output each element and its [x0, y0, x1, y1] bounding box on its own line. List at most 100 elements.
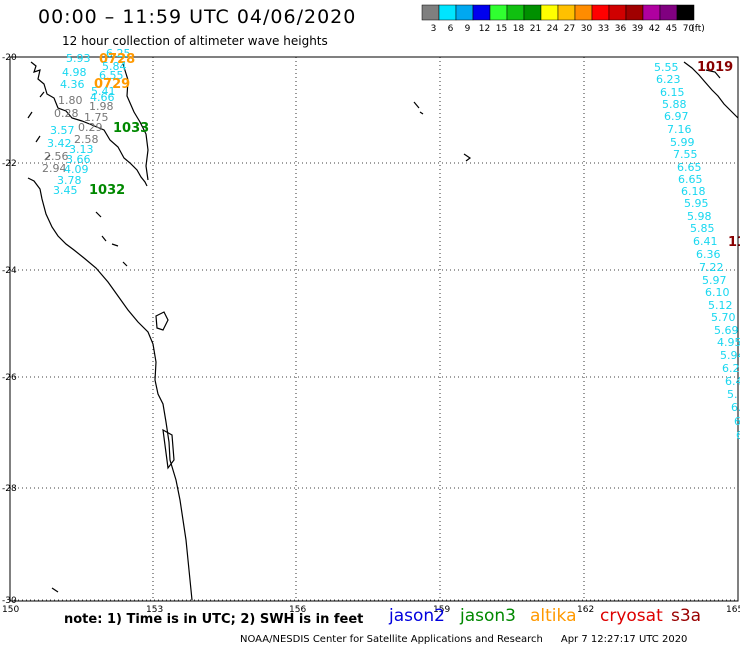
wave-height-reading: 5.70	[711, 311, 736, 324]
wave-height-reading: 4.95	[717, 336, 740, 349]
wave-height-reading: 5.85	[690, 222, 715, 235]
legend-label: 42	[649, 24, 660, 34]
wave-height-reading: 6.55	[99, 69, 124, 82]
latitude-label: -30	[2, 596, 17, 606]
legend-label: 36	[615, 24, 627, 34]
legend-swatch	[540, 4, 559, 21]
latitude-label: -24	[2, 266, 17, 276]
legend-label: 12	[479, 24, 490, 34]
legend-label: 21	[530, 24, 541, 34]
wave-height-reading: 6.36	[696, 248, 721, 261]
wave-height-reading: 1033	[113, 121, 149, 136]
longitude-label: 162	[577, 605, 594, 615]
coastline	[27, 61, 739, 601]
wave-height-reading: 4.36	[60, 78, 85, 91]
credit-org: NOAA/NESDIS Center for Satellite Applica…	[240, 634, 543, 645]
legend-swatch	[489, 4, 508, 21]
wave-height-reading: 1.75	[84, 111, 109, 124]
mission-s3a: s3a	[671, 606, 702, 626]
wave-height-reading: 5.93	[66, 52, 91, 65]
latitude-label: -22	[2, 159, 17, 169]
wave-height-reading: 3.42	[47, 137, 72, 150]
legend-swatch	[523, 4, 542, 21]
legend-swatch	[625, 4, 644, 21]
legend-label: 9	[465, 24, 471, 34]
wave-height-reading: 3.66	[66, 153, 91, 166]
latitude-label: -26	[2, 373, 17, 383]
wave-height-reading: 2.58	[74, 133, 99, 146]
wave-height-reading: 1.98	[89, 100, 114, 113]
wave-height-reading: 11	[728, 235, 740, 250]
wave-height-reading: 7.16	[667, 123, 692, 136]
wave-height-reading: 7.22	[699, 261, 724, 274]
wave-height-reading: 0.29	[78, 121, 103, 134]
wave-height-reading: 0.28	[54, 107, 79, 120]
wave-height-reading: 3.57	[50, 124, 75, 137]
wave-height-reading: 6.10	[705, 286, 730, 299]
legend-label: 6	[448, 24, 454, 34]
wave-height-reading: 6	[734, 415, 740, 428]
legend-swatch	[574, 4, 593, 21]
credit-line: NOAA/NESDIS Center for Satellite Applica…	[240, 634, 687, 645]
lat-lon-grid	[9, 56, 739, 601]
units-note: note: 1) Time is in UTC; 2) SWH is in fe…	[64, 612, 364, 627]
wave-height-reading: 6.97	[664, 110, 689, 123]
wave-height-color-legend: 3 6 9 12 15 18 21 24 27 30 33 36 39 42 45 70(ft)	[421, 4, 705, 34]
wave-height-reading: 1019	[697, 60, 733, 75]
wave-height-reading: 4.98	[62, 66, 87, 79]
longitude-label: 165	[726, 605, 740, 615]
map-frame	[9, 56, 739, 602]
wave-height-reading: 5.	[727, 388, 738, 401]
longitude-label: 156	[289, 605, 306, 615]
wave-height-reading: 5.95	[684, 197, 709, 210]
wave-height-reading: 5.94	[720, 349, 740, 362]
legend-swatch	[591, 4, 610, 21]
wave-height-reading: 5.69	[714, 324, 739, 337]
legend-label: 39	[632, 24, 644, 34]
wave-height-reading: 2.56	[44, 150, 69, 163]
wave-height-reading: 6.2	[722, 362, 740, 375]
wave-height-reading: 6.18	[681, 185, 706, 198]
wave-height-reading: 5.98	[687, 210, 712, 223]
mission-cryosat: cryosat	[600, 606, 663, 626]
legend-swatch	[472, 4, 491, 21]
wave-height-reading: 5.41	[91, 85, 116, 98]
legend-label: 18	[513, 24, 525, 34]
mission-jason3: jason3	[460, 606, 516, 626]
wave-height-reading: 6.4	[725, 375, 740, 388]
wave-height-reading: 6.65	[677, 161, 702, 174]
legend-label: 70	[683, 24, 695, 34]
legend-label: 24	[547, 24, 559, 34]
wave-height-reading: 6.23	[656, 73, 681, 86]
legend-swatch	[506, 4, 525, 21]
legend-label: 27	[564, 24, 575, 34]
longitude-label: 159	[433, 605, 450, 615]
wave-height-reading: 5.12	[708, 299, 733, 312]
legend-unit: (ft)	[691, 24, 705, 34]
wave-height-reading: 6	[736, 429, 740, 442]
wave-height-reading: 1032	[89, 183, 125, 198]
wave-height-reading: 5.88	[662, 98, 687, 111]
wave-height-reading: 4.66	[90, 91, 115, 104]
legend-label: 3	[431, 24, 437, 34]
wave-height-reading: 3.45	[53, 184, 78, 197]
wave-height-reading: 6.15	[660, 86, 685, 99]
mission-jason2: jason2	[389, 606, 445, 626]
legend-swatch	[608, 4, 627, 21]
legend-label: 30	[581, 24, 593, 34]
legend-label: 33	[598, 24, 609, 34]
wave-height-reading: 6.65	[678, 173, 703, 186]
mission-altika: altika	[530, 606, 577, 626]
wave-height-reading: 0728	[99, 52, 135, 67]
legend-swatch	[557, 4, 576, 21]
legend-swatch	[676, 4, 695, 21]
legend-label: 45	[666, 24, 677, 34]
map-title: 00:00 – 11:59 UTC 04/06/2020	[38, 6, 357, 28]
wave-height-reading: 6.	[731, 401, 740, 414]
wave-height-reading: 2.94	[42, 162, 67, 175]
wave-height-reading: 6.41	[693, 235, 718, 248]
wave-height-reading: 4.09	[64, 163, 89, 176]
